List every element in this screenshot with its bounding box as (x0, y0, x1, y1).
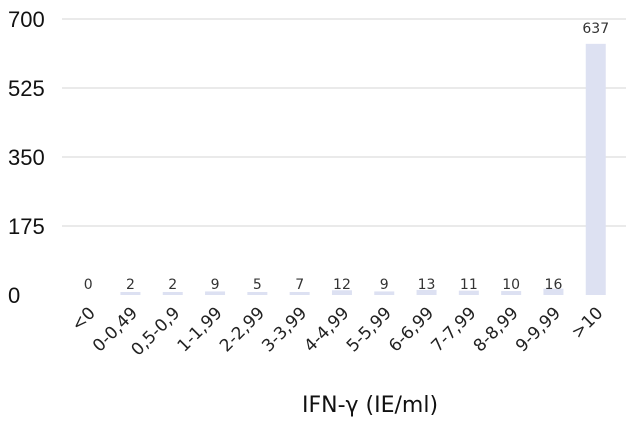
data-label: 0 (84, 277, 93, 293)
bar (162, 292, 183, 295)
bars (120, 43, 606, 296)
y-tick-label: 350 (8, 145, 45, 170)
y-tick-label: 700 (8, 7, 45, 32)
data-label: 7 (295, 277, 304, 293)
bar (205, 291, 226, 295)
x-tick-label: 2-2,99 (216, 303, 269, 356)
y-axis-tick-labels: 0 175 350 525 700 (8, 7, 45, 308)
grid-lines (62, 18, 626, 227)
bar (543, 288, 564, 295)
data-label: 5 (253, 277, 262, 293)
x-axis-label: IFN-γ (IE/ml) (302, 393, 438, 418)
y-tick-label: 525 (8, 76, 45, 101)
data-label: 11 (460, 277, 478, 293)
data-label: 9 (380, 277, 389, 293)
bar (585, 43, 606, 296)
bar (331, 290, 352, 295)
data-label: 637 (582, 21, 609, 37)
data-labels: 0 2 2 9 5 7 12 9 13 11 10 16 637 (84, 21, 609, 293)
data-label: 10 (502, 277, 520, 293)
bar (374, 291, 395, 295)
x-tick-label: >10 (568, 303, 608, 343)
bar (247, 292, 268, 295)
bar (458, 290, 479, 295)
bar (501, 291, 522, 295)
bar (120, 292, 141, 295)
x-tick-label: 1-1,99 (174, 303, 227, 356)
data-label: 12 (333, 277, 351, 293)
x-tick-label: 4-4,99 (301, 303, 354, 356)
x-tick-label: 6-6,99 (385, 303, 438, 356)
y-tick-label: 175 (8, 214, 45, 239)
x-axis-tick-labels: <00-0,490,5-0,91-1,992-2,993-3,994-4,995… (68, 303, 607, 360)
data-label: 13 (418, 277, 436, 293)
data-label: 9 (211, 277, 220, 293)
data-label: 2 (126, 277, 135, 293)
data-label: 16 (545, 277, 563, 293)
x-tick-label: 3-3,99 (258, 303, 311, 356)
bar (416, 289, 437, 295)
y-tick-label: 0 (8, 283, 20, 308)
data-label: 2 (168, 277, 177, 293)
x-tick-label: <0 (68, 303, 100, 335)
x-tick-label: 9-9,99 (512, 303, 565, 356)
x-tick-label: 5-5,99 (343, 303, 396, 356)
x-tick-label: 8-8,99 (470, 303, 523, 356)
x-tick-label: 7-7,99 (427, 303, 480, 356)
bar (289, 292, 310, 295)
